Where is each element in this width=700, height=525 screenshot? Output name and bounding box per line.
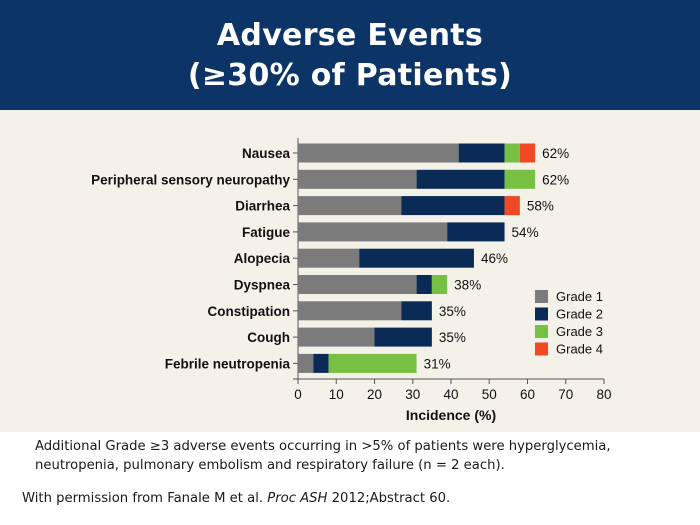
bar-total-label: 35%	[439, 330, 466, 345]
chart-panel: Nausea 62% Peripheral sensory neuropathy 62…	[0, 110, 700, 432]
legend-label: Grade 2	[556, 307, 603, 322]
source-prefix: With permission from Fanale M et al.	[22, 491, 268, 506]
bar-segment	[359, 248, 474, 268]
bar-segment	[416, 169, 505, 189]
legend-label: Grade 1	[556, 289, 603, 304]
bar-segment	[298, 353, 314, 373]
legend-swatch	[535, 290, 548, 303]
bar-segment	[298, 222, 448, 242]
x-tick-label: 10	[329, 387, 344, 402]
y-tick-label: Diarrhea	[235, 199, 290, 214]
bar-segment	[298, 143, 459, 163]
bar-segment	[298, 327, 375, 347]
legend-swatch	[535, 342, 548, 356]
slide-title-line1: Adverse Events	[216, 18, 484, 53]
x-tick-label: 80	[596, 387, 611, 402]
bar-segment	[504, 169, 536, 189]
x-tick-label: 40	[443, 387, 458, 402]
x-tick-label: 30	[405, 387, 420, 402]
x-axis-title: Incidence (%)	[406, 407, 496, 423]
bar-total-label: 58%	[527, 199, 554, 214]
bar-total-label: 54%	[512, 225, 539, 240]
bar-segment	[504, 196, 520, 216]
x-tick-label: 70	[558, 387, 573, 402]
legend-swatch	[535, 325, 548, 338]
bar-segment	[519, 143, 536, 163]
bar-segment	[431, 275, 448, 294]
bar-segment	[458, 143, 505, 163]
legend-label: Grade 3	[556, 324, 603, 339]
x-tick-label: 50	[482, 387, 497, 402]
y-tick-label: Constipation	[208, 304, 291, 319]
bar-total-label: 62%	[542, 146, 569, 161]
bar-total-label: 35%	[439, 304, 466, 319]
bar-total-label: 31%	[424, 356, 451, 371]
bar-segment	[328, 353, 417, 373]
source-suffix: 2012;Abstract 60.	[327, 491, 451, 506]
y-tick-label: Nausea	[242, 146, 291, 161]
x-tick-label: 0	[294, 387, 302, 402]
y-tick-label: Alopecia	[234, 251, 291, 266]
x-tick-label: 60	[520, 387, 535, 402]
bar-total-label: 62%	[542, 172, 569, 187]
bar-segment	[504, 143, 520, 163]
y-tick-label: Fatigue	[242, 225, 290, 240]
bar-total-label: 38%	[454, 278, 481, 293]
bar-segment	[374, 327, 432, 347]
source-citation: With permission from Fanale M et al. Pro…	[22, 491, 450, 506]
y-tick-label: Cough	[247, 330, 290, 345]
y-tick-label: Dyspnea	[234, 278, 291, 293]
legend-swatch	[535, 307, 548, 321]
legend-label: Grade 4	[556, 342, 603, 357]
adverse-events-bar-chart: Nausea 62% Peripheral sensory neuropathy 62…	[91, 138, 612, 423]
bar-segment	[298, 169, 417, 189]
bar-segment	[298, 248, 360, 268]
footnote-text: Additional Grade ≥3 adverse events occur…	[35, 439, 611, 473]
bar-segment	[298, 196, 402, 216]
bar-segment	[298, 301, 402, 321]
x-tick-label: 20	[367, 387, 382, 402]
title-banner: Adverse Events (≥30% of Patients)	[0, 0, 700, 110]
slide-title-line2: (≥30% of Patients)	[187, 58, 513, 93]
bar-total-label: 46%	[481, 251, 508, 266]
bar-segment	[416, 275, 432, 294]
source-journal: Proc ASH	[267, 491, 328, 506]
bar-segment	[298, 275, 417, 294]
bar-segment	[447, 222, 505, 242]
y-tick-label: Peripheral sensory neuropathy	[91, 172, 290, 187]
bar-segment	[401, 196, 505, 216]
bar-segment	[401, 301, 432, 321]
y-tick-label: Febrile neutropenia	[165, 356, 291, 371]
bar-segment	[313, 353, 329, 373]
